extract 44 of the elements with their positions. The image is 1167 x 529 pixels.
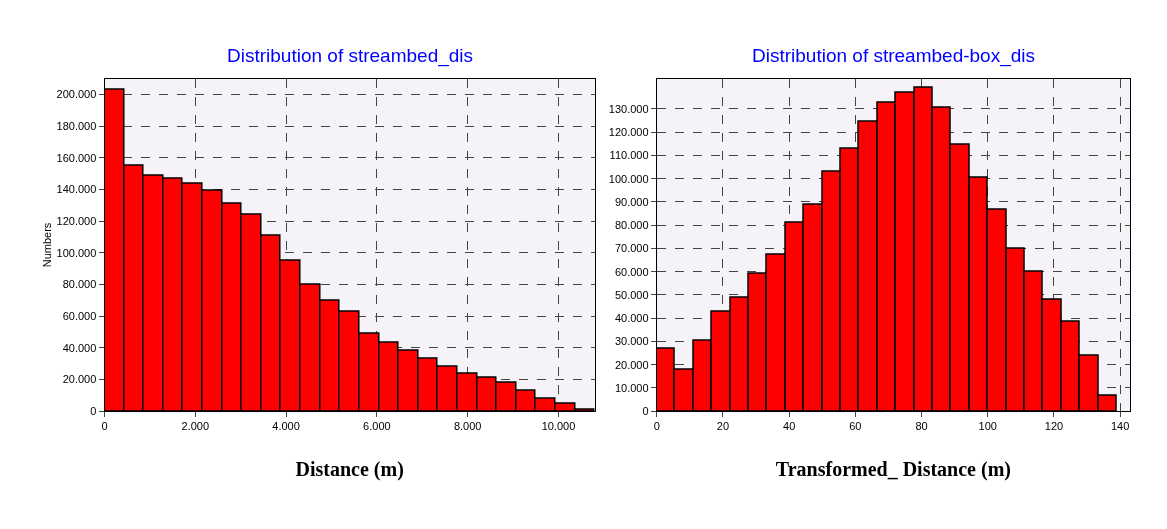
x-axis-title: Distance (m) bbox=[295, 457, 404, 481]
x-tick-label: 100 bbox=[978, 420, 997, 433]
x-tick-label: 6.000 bbox=[363, 420, 391, 433]
y-tick-label: 70.000 bbox=[614, 242, 649, 255]
y-tick-label: 50.000 bbox=[614, 288, 649, 301]
chart-title: Distribution of streambed-box_dis bbox=[752, 45, 1036, 67]
y-tick-label: 80.000 bbox=[62, 278, 97, 291]
y-tick-label: 160.000 bbox=[56, 151, 97, 164]
y-tick-label: 0 bbox=[642, 405, 649, 418]
x-tick-label: 20 bbox=[716, 420, 730, 433]
y-tick-label: 90.000 bbox=[614, 195, 649, 208]
y-tick-label: 120.000 bbox=[56, 215, 97, 228]
x-tick-label: 60 bbox=[849, 420, 862, 433]
y-tick-label: 30.000 bbox=[614, 335, 649, 348]
y-tick-label: 80.000 bbox=[614, 219, 649, 232]
y-tick-label: 140.000 bbox=[56, 183, 97, 196]
y-axis-title: Numbers bbox=[41, 222, 54, 268]
y-tick-label: 20.000 bbox=[614, 358, 649, 371]
x-tick-label: 40 bbox=[783, 420, 796, 433]
x-axis-title: Transformed_ Distance (m) bbox=[775, 457, 1011, 481]
y-tick-label: 180.000 bbox=[56, 120, 97, 133]
chart-title: Distribution of streambed_dis bbox=[227, 45, 474, 67]
y-tick-label: 60.000 bbox=[614, 265, 649, 278]
x-tick-label: 10.000 bbox=[541, 420, 576, 433]
y-tick-label: 0 bbox=[90, 405, 97, 418]
x-tick-label: 0 bbox=[653, 420, 660, 433]
x-tick-label: 0 bbox=[101, 420, 108, 433]
y-tick-label: 100.000 bbox=[608, 172, 649, 185]
x-tick-label: 120 bbox=[1044, 420, 1064, 433]
x-tick-label: 140 bbox=[1110, 420, 1130, 433]
y-tick-label: 100.000 bbox=[56, 246, 97, 259]
x-tick-label: 8.000 bbox=[453, 420, 482, 433]
y-tick-label: 40.000 bbox=[62, 341, 97, 354]
y-tick-label: 200.000 bbox=[56, 88, 97, 101]
y-tick-label: 60.000 bbox=[62, 310, 97, 323]
y-tick-label: 130.000 bbox=[608, 102, 649, 115]
y-tick-label: 110.000 bbox=[609, 149, 649, 162]
y-tick-label: 40.000 bbox=[614, 312, 649, 325]
x-tick-label: 2.000 bbox=[181, 420, 210, 433]
x-tick-label: 80 bbox=[915, 420, 928, 433]
y-tick-label: 120.000 bbox=[608, 126, 649, 139]
y-tick-label: 10.000 bbox=[614, 381, 649, 394]
y-tick-label: 20.000 bbox=[62, 373, 97, 386]
x-tick-label: 4.000 bbox=[272, 420, 300, 433]
